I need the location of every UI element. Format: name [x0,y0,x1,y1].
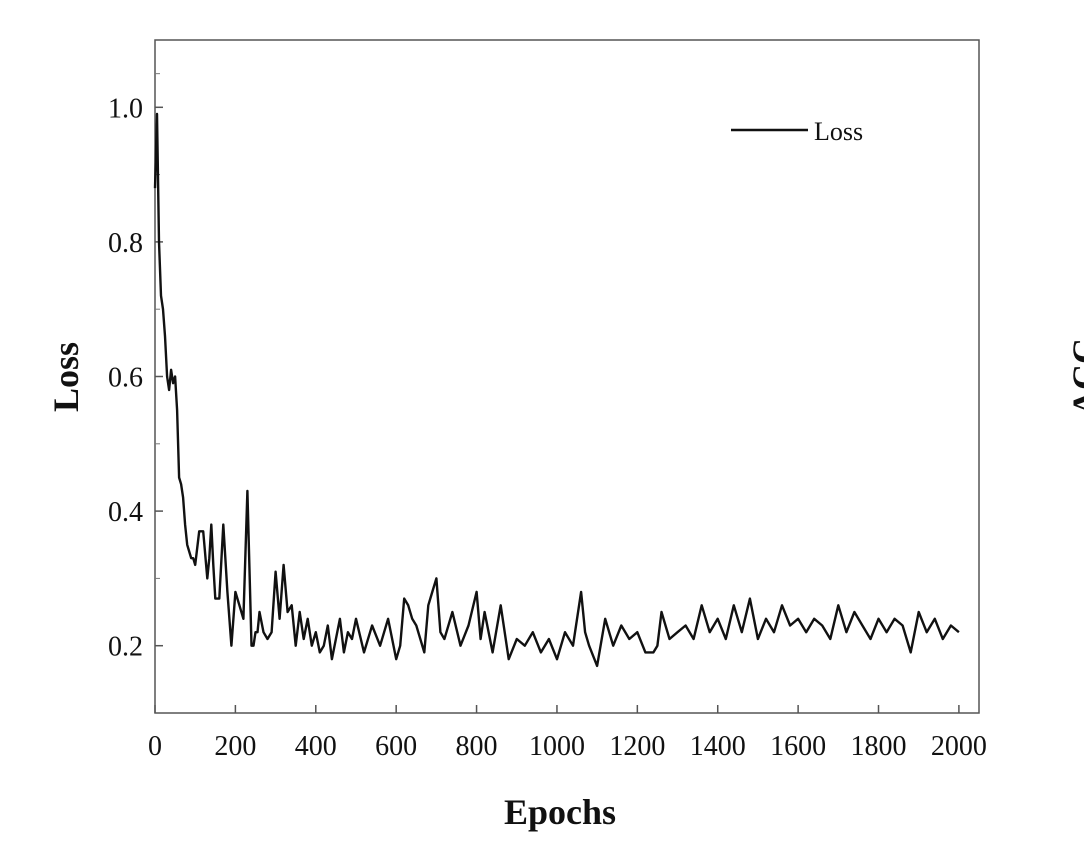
y-axis-ticks: 0.2 0.4 0.6 0.8 1.0 [108,73,163,663]
y-tick-label: 0.2 [108,632,143,663]
x-tick-label: 200 [214,731,256,762]
x-tick-label: 1400 [690,731,746,762]
x-tick-label: 800 [456,731,498,762]
x-tick-label: 2000 [931,731,987,762]
y-tick-label: 1.0 [108,93,143,124]
x-axis-ticks: 0 200 400 600 800 1000 1200 1400 1600 1800 2000 [148,705,987,762]
x-tick-label: 400 [295,731,337,762]
x-tick-label: 1800 [851,731,907,762]
x-tick-label: 1200 [609,731,665,762]
y-tick-label: 0.8 [108,228,143,259]
x-tick-label: 0 [148,731,162,762]
legend: Loss [731,117,863,146]
legend-label-loss: Loss [814,117,863,146]
x-tick-label: 600 [375,731,417,762]
x-axis-title: Epochs [504,792,616,832]
y-tick-label: 0.4 [108,497,143,528]
x-tick-label: 1000 [529,731,585,762]
y-tick-label: 0.6 [108,363,143,394]
y-axis-title: Loss [46,342,86,412]
x-tick-label: 1600 [770,731,826,762]
right-panel-cut-label: ACC [1065,338,1084,416]
loss-series-line [153,112,960,668]
